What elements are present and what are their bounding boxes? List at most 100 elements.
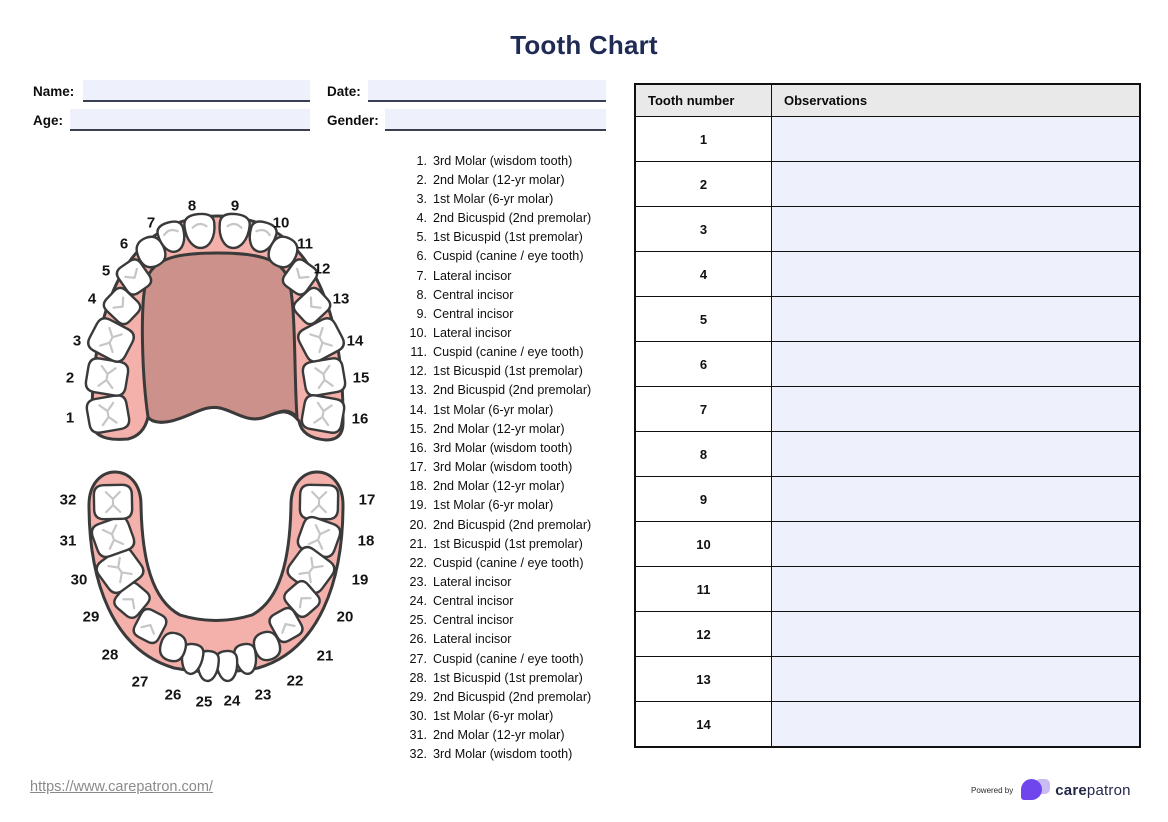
table-row: 1 xyxy=(634,116,1141,162)
tooth-list-item: 31. 2nd Molar (12-yr molar) xyxy=(405,726,640,745)
observation-cell[interactable] xyxy=(771,611,1141,657)
tooth-8-outline xyxy=(183,212,216,250)
tooth-number-label: 10 xyxy=(273,215,290,232)
tooth-number-cell: 6 xyxy=(634,341,772,387)
tooth-30-groove xyxy=(107,556,133,584)
observation-cell[interactable] xyxy=(771,206,1141,252)
tooth-shape-8 xyxy=(183,212,216,250)
tooth-list-number: 29. xyxy=(409,689,427,704)
tooth-27-outline xyxy=(158,631,188,663)
tooth-18-groove xyxy=(307,524,331,550)
observation-cell[interactable] xyxy=(771,656,1141,702)
observation-cell[interactable] xyxy=(771,386,1141,432)
logo-blob-dark xyxy=(1021,779,1043,800)
tooth-list-item: 23. Lateral incisor xyxy=(405,572,640,591)
tooth-number-cell: 10 xyxy=(634,521,772,567)
tooth-list-number: 8. xyxy=(416,287,427,302)
table-row: 10 xyxy=(634,521,1141,567)
age-label: Age: xyxy=(33,113,63,128)
tooth-list-label: 1st Bicuspid (1st premolar) xyxy=(433,670,583,685)
tooth-number-label: 26 xyxy=(165,687,182,704)
tooth-shape-3 xyxy=(87,317,135,363)
tooth-list-number: 31. xyxy=(409,728,427,743)
tooth-list-number: 17. xyxy=(409,460,427,475)
tooth-number-label: 2 xyxy=(66,370,74,387)
tooth-number-label: 13 xyxy=(333,291,350,308)
observation-cell[interactable] xyxy=(771,161,1141,207)
table-row: 4 xyxy=(634,251,1141,297)
tooth-list-number: 21. xyxy=(409,536,427,551)
tooth-list-label: 3rd Molar (wisdom tooth) xyxy=(433,153,573,168)
tooth-number-label: 20 xyxy=(337,609,354,626)
tooth-list-label: Lateral incisor xyxy=(433,268,512,283)
tooth-list-number: 22. xyxy=(409,555,427,570)
observation-cell[interactable] xyxy=(771,566,1141,612)
carepatron-link[interactable]: https://www.carepatron.com/ xyxy=(30,779,213,795)
tooth-list-number: 18. xyxy=(409,479,427,494)
tooth-list-label: Cuspid (canine / eye tooth) xyxy=(433,345,584,360)
date-label: Date: xyxy=(327,84,361,99)
tooth-number-label: 12 xyxy=(314,261,331,278)
table-row: 8 xyxy=(634,431,1141,477)
tooth-20-groove xyxy=(298,597,312,609)
tooth-29-groove xyxy=(122,598,136,610)
observations-table: Tooth number Observations 1 2 3 4 5 6 7 8 9 10 11 1… xyxy=(634,83,1141,748)
observation-cell[interactable] xyxy=(771,116,1141,162)
tooth-shape-4 xyxy=(102,286,142,326)
tooth-list-item: 2. 2nd Molar (12-yr molar) xyxy=(405,170,640,189)
gender-label: Gender: xyxy=(327,113,379,128)
observation-cell[interactable] xyxy=(771,431,1141,477)
tooth-3-groove xyxy=(99,326,123,354)
tooth-7-groove xyxy=(163,228,179,237)
tooth-list-item: 25. Central incisor xyxy=(405,611,640,630)
tooth-shape-12 xyxy=(281,258,319,296)
observation-cell[interactable] xyxy=(771,296,1141,342)
tooth-shape-27 xyxy=(158,631,188,663)
tooth-14-groove xyxy=(309,326,333,354)
tooth-list-item: 1. 3rd Molar (wisdom tooth) xyxy=(405,151,640,170)
tooth-number-label: 5 xyxy=(102,263,110,280)
tooth-list-item: 8. Central incisor xyxy=(405,285,640,304)
observation-cell[interactable] xyxy=(771,341,1141,387)
tooth-list-number: 14. xyxy=(409,402,427,417)
tooth-list-item: 13. 2nd Bicuspid (2nd premolar) xyxy=(405,381,640,400)
tooth-shape-21 xyxy=(268,606,304,644)
tooth-number-label: 9 xyxy=(231,198,239,215)
tooth-10-groove xyxy=(255,228,271,237)
tooth-number-label: 21 xyxy=(317,648,334,665)
tooth-list-number: 26. xyxy=(409,632,427,647)
tooth-list-number: 2. xyxy=(416,172,427,187)
powered-by-label: Powered by xyxy=(971,785,1014,795)
tooth-list-label: 1st Molar (6-yr molar) xyxy=(433,402,554,417)
tooth-list-item: 7. Lateral incisor xyxy=(405,266,640,285)
date-field[interactable] xyxy=(368,80,606,102)
tooth-list-label: 2nd Molar (12-yr molar) xyxy=(433,421,565,436)
tooth-list-label: 2nd Bicuspid (2nd premolar) xyxy=(433,689,592,704)
observation-cell[interactable] xyxy=(771,251,1141,297)
tooth-list-item: 15. 2nd Molar (12-yr molar) xyxy=(405,419,640,438)
tooth-list-number: 19. xyxy=(409,498,427,513)
table-row: 7 xyxy=(634,386,1141,432)
observation-cell[interactable] xyxy=(771,521,1141,567)
tooth-list-label: 2nd Molar (12-yr molar) xyxy=(433,172,565,187)
tooth-list-item: 21. 1st Bicuspid (1st premolar) xyxy=(405,534,640,553)
tooth-number-label: 17 xyxy=(359,492,376,509)
tooth-list-item: 20. 2nd Bicuspid (2nd premolar) xyxy=(405,515,640,534)
tooth-number-label: 27 xyxy=(132,674,149,691)
observation-cell[interactable] xyxy=(771,701,1141,748)
tooth-number-cell: 3 xyxy=(634,206,772,252)
tooth-list-label: 1st Molar (6-yr molar) xyxy=(433,709,554,724)
tooth-list-item: 14. 1st Molar (6-yr molar) xyxy=(405,400,640,419)
gender-field[interactable] xyxy=(385,109,606,131)
tooth-number-label: 15 xyxy=(353,370,370,387)
tooth-list-item: 5. 1st Bicuspid (1st premolar) xyxy=(405,228,640,247)
tooth-list-item: 12. 1st Bicuspid (1st premolar) xyxy=(405,362,640,381)
tooth-list-item: 3. 1st Molar (6-yr molar) xyxy=(405,189,640,208)
name-field[interactable] xyxy=(83,80,310,102)
observation-cell[interactable] xyxy=(771,476,1141,522)
tooth-list-number: 11. xyxy=(410,345,427,360)
tooth-number-label: 22 xyxy=(287,673,304,690)
tooth-list-number: 20. xyxy=(409,517,427,532)
age-field[interactable] xyxy=(70,109,310,131)
